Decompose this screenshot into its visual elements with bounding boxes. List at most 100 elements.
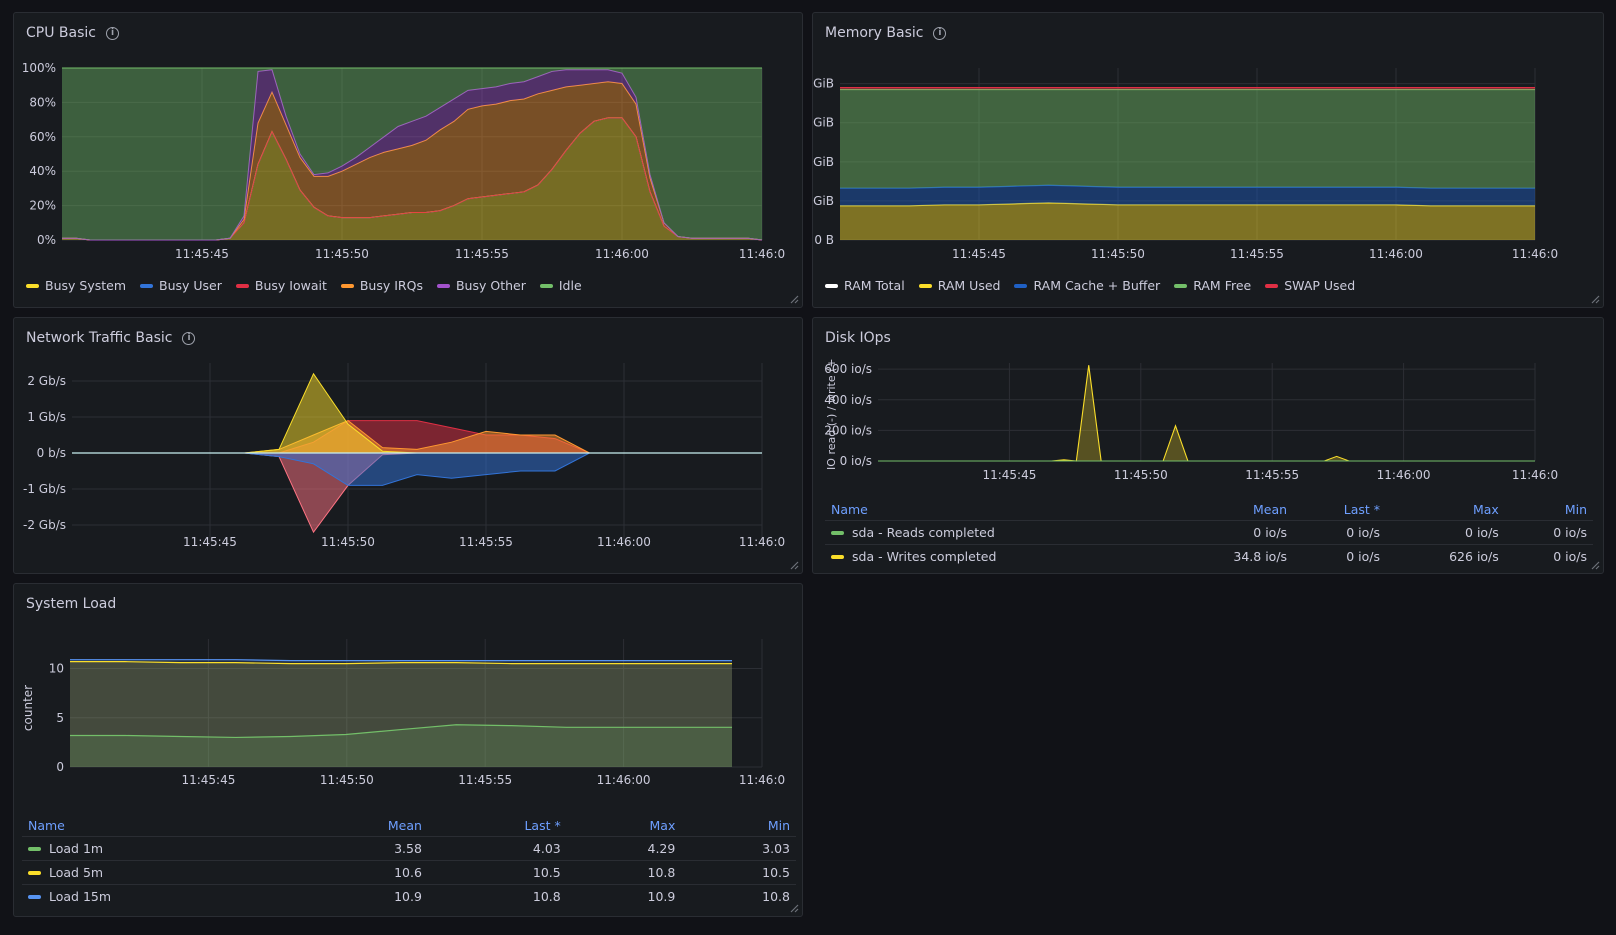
legend-label: RAM Used	[937, 278, 1001, 293]
y-tick-label: 5	[56, 711, 64, 725]
legend-item-ram-free[interactable]: RAM Free	[1174, 278, 1251, 293]
y-tick-label: 100%	[22, 61, 56, 75]
series-line-sda-writes-completed	[878, 365, 1535, 462]
y-tick-label: 2 Gb/s	[27, 374, 66, 388]
series-name: Load 1m	[49, 841, 104, 856]
legend-table-header: Name Mean Last * Max Min	[825, 498, 1593, 521]
legend-label: Busy Iowait	[254, 278, 327, 293]
cell-last: 0 io/s	[1293, 520, 1386, 545]
legend-label: Idle	[558, 278, 582, 293]
cell-max: 10.9	[566, 884, 682, 908]
x-tick-label: 11:45:55	[1245, 468, 1299, 482]
resize-handle-icon[interactable]	[790, 561, 799, 570]
table-row[interactable]: sda - Writes completed 34.8 io/s 0 io/s 626…	[825, 544, 1593, 568]
legend-item-busy-other[interactable]: Busy Other	[436, 278, 526, 293]
x-tick-label: 11:45:55	[459, 535, 513, 549]
column-header-last[interactable]: Last *	[1343, 501, 1380, 517]
resize-handle-icon[interactable]	[1591, 561, 1600, 570]
legend-swatch	[140, 283, 153, 288]
cell-mean: 0 io/s	[1166, 520, 1294, 545]
column-header-min[interactable]: Min	[1564, 501, 1587, 517]
network-panel-title[interactable]: Network Traffic Basic i	[26, 330, 196, 346]
legend-item-busy-iowait[interactable]: Busy Iowait	[235, 278, 327, 293]
legend-swatch	[28, 870, 41, 875]
legend-item-busy-irqs[interactable]: Busy IRQs	[340, 278, 423, 293]
series-name-cell: sda - Reads completed	[825, 520, 1167, 545]
x-tick-label: 11:45:50	[1114, 468, 1168, 482]
legend-item-ram-cache-buffer[interactable]: RAM Cache + Buffer	[1014, 278, 1160, 293]
cell-max: 4.29	[566, 836, 682, 861]
resize-handle-icon[interactable]	[790, 904, 799, 913]
series-area-load-5m	[70, 661, 732, 767]
series-area-ram-free	[840, 89, 1535, 189]
legend-item-busy-system[interactable]: Busy System	[26, 278, 126, 293]
cpu-title-text: CPU Basic	[26, 25, 96, 41]
column-header-min[interactable]: Min	[767, 817, 790, 833]
cpu-chart: 11:45:45 11:45:50 11:45:55 11:46:00 11:46:0 0…	[22, 61, 785, 261]
series-line-load-15m	[70, 659, 732, 662]
load-panel-title[interactable]: System Load	[26, 596, 116, 612]
legend-swatch	[1014, 283, 1028, 288]
column-header-max[interactable]: Max	[649, 817, 676, 833]
resize-handle-icon[interactable]	[1591, 295, 1600, 304]
x-tick-label: 11:45:45	[181, 773, 235, 787]
series-area-busy-irqs	[62, 81, 762, 240]
disk-legend-table: Name Mean Last * Max Min sda - Reads complete…	[825, 498, 1593, 568]
legend-swatch	[539, 283, 553, 288]
column-header-name[interactable]: Name	[831, 501, 868, 517]
column-header-last[interactable]: Last *	[524, 817, 561, 833]
info-icon[interactable]: i	[182, 331, 196, 345]
legend-swatch	[1174, 283, 1188, 288]
cell-min: 0 io/s	[1504, 520, 1593, 545]
series-area-receive-red	[72, 420, 762, 453]
legend-swatch	[825, 283, 838, 288]
info-icon[interactable]: i	[105, 26, 119, 40]
column-header-mean[interactable]: Mean	[1252, 501, 1288, 517]
cell-mean: 10.6	[295, 860, 428, 885]
legend-label: Busy System	[45, 278, 126, 293]
legend-swatch	[26, 283, 39, 288]
legend-item-swap-used[interactable]: SWAP Used	[1265, 278, 1355, 293]
legend-swatch	[235, 283, 249, 288]
y-tick-label: 80%	[29, 95, 56, 109]
cell-min: 10.8	[681, 884, 796, 908]
disk-iops-panel: Disk IOps 11:45:45 11:45:50 11:45:55 11:46:…	[812, 317, 1604, 574]
x-tick-label: 11:45:45	[982, 468, 1036, 482]
y-tick-label: -2 Gb/s	[23, 518, 66, 532]
resize-handle-icon[interactable]	[790, 295, 799, 304]
series-area-transmit-blue	[72, 453, 762, 486]
cpu-panel-title[interactable]: CPU Basic i	[26, 25, 119, 41]
disk-panel-title[interactable]: Disk IOps	[825, 330, 891, 346]
y-tick-label: 0 B	[814, 233, 834, 247]
memory-basic-panel: Memory Basic i 11:45:45 11:45:50 11:45:55 11…	[812, 12, 1604, 308]
legend-item-ram-total[interactable]: RAM Total	[825, 278, 905, 293]
x-tick-label: 11:45:50	[1091, 247, 1145, 261]
table-row[interactable]: sda - Reads completed 0 io/s 0 io/s 0 io/s 0…	[825, 520, 1593, 545]
x-tick-label: 11:45:55	[458, 773, 512, 787]
legend-item-busy-user[interactable]: Busy User	[140, 278, 222, 293]
legend-swatch	[28, 894, 41, 899]
x-tick-label: 11:46:0	[1512, 247, 1558, 261]
series-name: sda - Reads completed	[852, 525, 995, 540]
table-row[interactable]: Load 5m 10.6 10.5 10.8 10.5	[22, 860, 796, 885]
legend-label: RAM Cache + Buffer	[1033, 278, 1161, 293]
info-icon[interactable]: i	[933, 26, 947, 40]
series-area-busy-system	[62, 117, 762, 240]
table-row[interactable]: Load 1m 3.58 4.03 4.29 3.03	[22, 836, 796, 861]
legend-item-ram-used[interactable]: RAM Used	[918, 278, 1001, 293]
cell-min: 0 io/s	[1504, 544, 1593, 568]
series-name: sda - Writes completed	[852, 549, 997, 564]
column-header-mean[interactable]: Mean	[387, 817, 422, 833]
legend-swatch	[918, 283, 932, 288]
x-tick-label: 11:46:00	[595, 247, 649, 261]
x-tick-label: 11:45:45	[175, 247, 229, 261]
column-header-max[interactable]: Max	[1472, 501, 1499, 517]
legend-item-idle[interactable]: Idle	[539, 278, 582, 293]
memory-panel-title[interactable]: Memory Basic i	[825, 25, 947, 41]
table-row[interactable]: Load 15m 10.9 10.8 10.9 10.8	[22, 884, 796, 908]
network-traffic-panel: Network Traffic Basic i 11:45:45 11:45:50 1…	[13, 317, 803, 574]
series-line-ram-used	[840, 202, 1535, 207]
cell-min: 10.5	[681, 860, 796, 885]
column-header-name[interactable]: Name	[28, 817, 65, 833]
y-tick-label: 600 io/s	[824, 362, 872, 376]
